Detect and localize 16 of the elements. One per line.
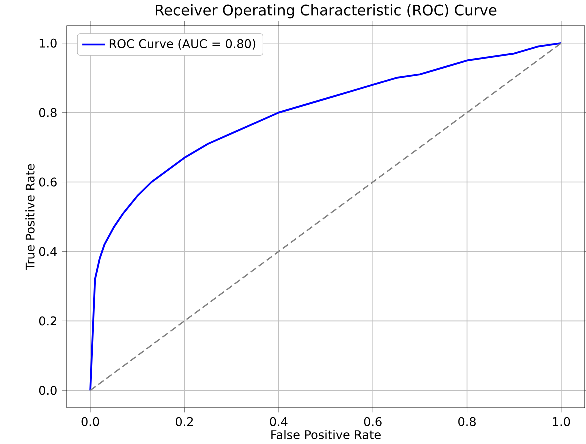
y-tick-label: 1.0: [40, 38, 57, 48]
chart-title: Receiver Operating Characteristic (ROC) Curve: [156, 4, 497, 19]
y-axis-title: True Positive Rate: [26, 164, 35, 270]
x-tick-label: 1.0: [553, 417, 570, 426]
x-axis-title: False Positive Rate: [272, 430, 381, 440]
x-tick-label: 0.6: [364, 417, 382, 426]
x-tick-label: 0.8: [458, 417, 476, 426]
y-tick-label: 0.0: [39, 386, 57, 396]
y-tick-label: 0.6: [39, 178, 57, 187]
x-tick-label: 0.0: [82, 417, 100, 426]
legend-label: ROC Curve (AUC = 0.80): [110, 39, 256, 50]
x-tick-label: 0.4: [270, 417, 288, 426]
y-tick-label: 0.4: [39, 247, 57, 256]
x-tick-label: 0.2: [176, 417, 194, 426]
y-tick-label: 0.2: [39, 316, 56, 326]
y-tick-label: 0.8: [39, 108, 57, 118]
